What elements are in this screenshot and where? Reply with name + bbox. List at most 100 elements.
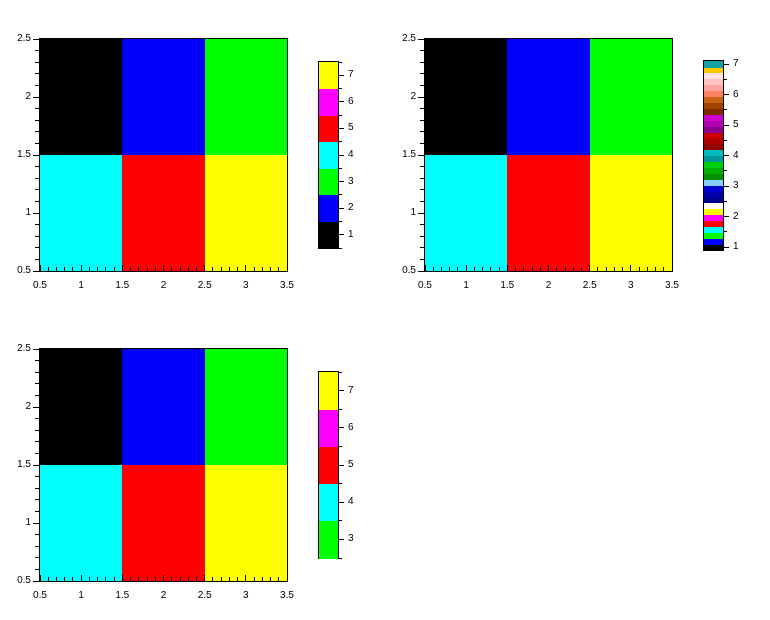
x-axis-tick (589, 265, 591, 271)
x-axis-tick-label: 1 (78, 590, 84, 601)
colorbar-stripe (704, 190, 723, 198)
heatmap-cell (205, 349, 287, 465)
colorbar-stripe (704, 208, 723, 216)
x-axis-tick-label: 3 (628, 280, 634, 291)
colorbar-tick-label: 5 (733, 119, 739, 130)
x-axis-minor-tick (237, 577, 239, 581)
x-axis-tick (204, 265, 206, 271)
x-axis-minor-tick (228, 267, 230, 271)
x-axis-minor-tick (539, 267, 541, 271)
x-axis-tick-label: 2.5 (197, 590, 212, 601)
y-axis-tick-label: 2.5 (17, 33, 31, 44)
colorbar-tick (723, 246, 729, 248)
plot-area (39, 38, 288, 272)
y-axis-minor-tick (420, 73, 424, 75)
y-axis-tick (33, 212, 39, 214)
x-axis-tick (424, 265, 426, 271)
x-axis-minor-tick (482, 267, 484, 271)
x-axis-tick (506, 265, 508, 271)
colorbar-tick (338, 127, 344, 129)
colorbar-segment (319, 409, 338, 447)
y-axis-minor-tick (35, 177, 39, 179)
heatmap-cell (40, 349, 122, 465)
x-axis-minor-tick (613, 267, 615, 271)
x-axis-tick-label: 3 (243, 280, 249, 291)
colorbar-stripe (704, 149, 723, 157)
colorbar-tick (723, 124, 729, 126)
colorbar-minor-tick (338, 167, 342, 169)
x-axis-minor-tick (179, 577, 181, 581)
x-axis-tick (80, 265, 82, 271)
colorbar-tick-label: 1 (733, 241, 739, 252)
plot-area (39, 348, 288, 582)
y-axis-minor-tick (35, 452, 39, 454)
x-axis-minor-tick (72, 577, 74, 581)
colorbar-tick (723, 216, 729, 217)
x-axis-minor-tick (138, 577, 140, 581)
colorbar-stripe (704, 161, 723, 168)
y-axis-minor-tick (35, 534, 39, 536)
heatmap-cell (40, 155, 122, 271)
heatmap-cell (40, 39, 122, 155)
x-axis-minor-tick (498, 267, 500, 271)
x-axis-tick (630, 265, 632, 271)
colorbar-minor-tick (723, 78, 727, 80)
colorbar-minor-tick (338, 141, 342, 143)
x-axis-minor-tick (523, 267, 525, 271)
colorbar-segment (319, 115, 338, 143)
colorbar-minor-tick (338, 371, 342, 373)
colorbar-stripe (704, 126, 723, 133)
colorbar-stripe (704, 214, 723, 222)
colorbar-stripe (704, 61, 723, 68)
x-axis-tick (163, 265, 164, 271)
y-axis-minor-tick (35, 189, 39, 191)
x-axis-tick-label: 3.5 (280, 280, 294, 291)
colorbar-tick-label: 1 (348, 228, 354, 240)
y-axis-minor-tick (35, 108, 39, 110)
y-axis-tick-label: 1 (25, 517, 31, 528)
colorbar-tick (338, 154, 344, 156)
colorbar-tick-label: 6 (348, 421, 354, 433)
x-axis-tick-label: 1 (78, 280, 84, 291)
y-axis-tick (418, 38, 424, 40)
x-axis-tick-label: 2.5 (197, 280, 212, 291)
x-axis-minor-tick (187, 267, 189, 271)
colorbar-minor-tick (723, 231, 727, 233)
colorbar-tick (338, 464, 344, 466)
colorbar-tick (723, 94, 729, 95)
colorbar-minor-tick (723, 139, 727, 141)
colorbar-minor-tick (338, 520, 342, 522)
colorbar-segment (319, 221, 338, 249)
heatmap-cell (122, 465, 205, 581)
colorbar-tick-label: 7 (733, 58, 739, 69)
y-axis-minor-tick (35, 119, 39, 121)
y-axis-tick (33, 96, 39, 98)
x-axis-minor-tick (130, 267, 132, 271)
x-axis-minor-tick (449, 267, 451, 271)
colorbar-tick (338, 501, 344, 503)
y-axis-tick (33, 522, 39, 524)
colorbar-stripe (704, 232, 723, 239)
y-axis-minor-tick (35, 510, 39, 512)
x-axis-minor-tick (556, 267, 558, 271)
x-axis-minor-tick (105, 267, 107, 271)
x-axis-minor-tick (105, 577, 107, 581)
x-axis-minor-tick (572, 267, 574, 271)
y-axis-tick-label: 2 (25, 401, 31, 412)
colorbar-tick (723, 63, 729, 65)
colorbar-tick-label: 5 (348, 122, 354, 134)
x-axis-minor-tick (564, 267, 566, 271)
x-axis-tick (548, 265, 549, 271)
y-axis-tick-label: 2 (410, 91, 416, 102)
x-axis-tick-label: 0.5 (33, 590, 47, 601)
x-axis-tick (245, 575, 247, 581)
y-axis-tick-label: 1 (410, 207, 416, 218)
colorbar-stripe (704, 96, 723, 103)
y-axis-minor-tick (420, 258, 424, 260)
y-axis-minor-tick (35, 73, 39, 75)
x-axis-minor-tick (146, 267, 148, 271)
colorbar-stripe (704, 155, 723, 162)
x-axis-minor-tick (130, 577, 132, 581)
y-axis-tick (33, 464, 39, 466)
y-axis-minor-tick (35, 429, 39, 431)
